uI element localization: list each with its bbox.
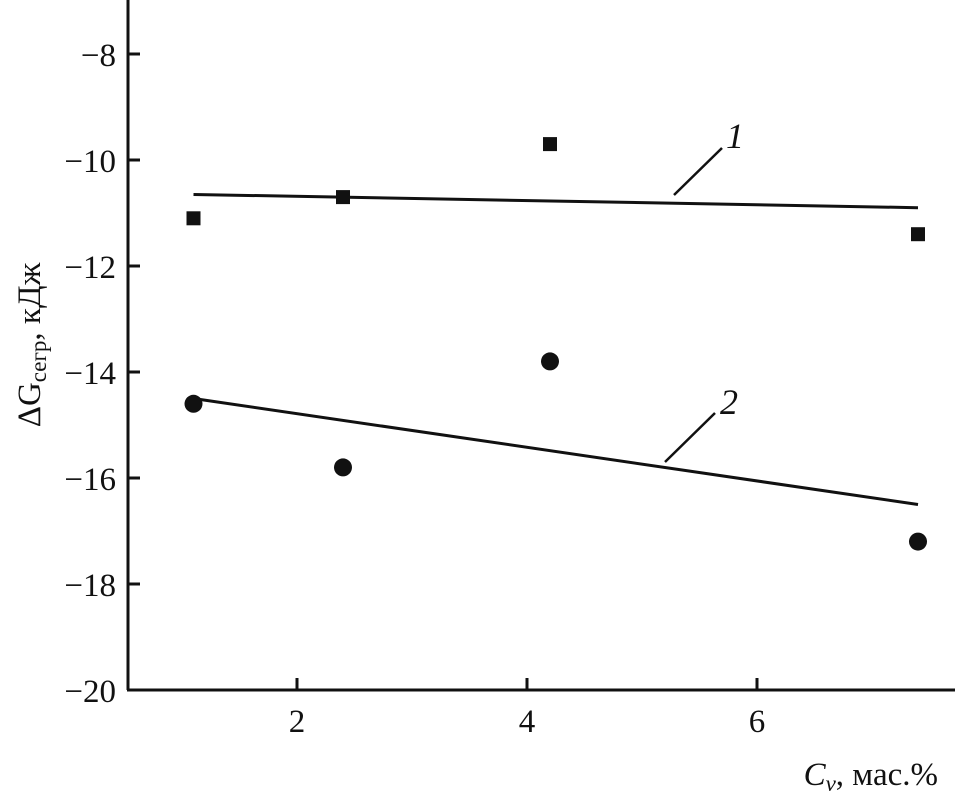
y-axis-label-sub: сегр [26, 341, 51, 383]
data-points [184, 137, 927, 551]
x-axis-label-sub: v [826, 771, 837, 793]
y-tick-label: −10 [64, 144, 116, 180]
series-1-point [336, 190, 350, 205]
x-axis-label-main: C [804, 757, 827, 793]
series-2-leader-line [664, 412, 716, 463]
fit-lines [193, 192, 919, 506]
x-tick-label: 2 [289, 704, 306, 740]
series-2-fit-line [193, 397, 919, 506]
series-2-point [909, 532, 927, 551]
x-axis-label-rest: , мас.% [836, 757, 938, 793]
series-1-point [186, 211, 201, 226]
x-tick-label: 4 [519, 704, 536, 740]
y-axis-label-rest: , кДж [12, 263, 48, 341]
y-tick-label: −18 [64, 568, 116, 604]
y-tick-label: −20 [64, 674, 116, 710]
y-axis-label-main: ΔG [12, 382, 48, 427]
x-axis-label: Cv, мас.% [804, 757, 938, 793]
y-axis-label: ΔGсегр, кДж [12, 263, 51, 428]
series-1-point [911, 227, 925, 242]
y-tick-label: −12 [64, 250, 116, 286]
y-tick-label: −16 [64, 462, 116, 498]
y-ticks: −20 −18 −16 −14 −12 −10 −8 [64, 38, 140, 710]
series-1-leader-line [673, 147, 723, 196]
series-1-point [543, 137, 557, 152]
series-1-label: 1 [726, 116, 744, 156]
y-tick-label: −14 [64, 356, 116, 392]
series-1-fit-line [193, 192, 919, 210]
series-2-point [184, 394, 203, 413]
y-tick-label: −8 [81, 38, 116, 74]
series-2-label: 2 [720, 382, 738, 422]
series-2-point [541, 352, 559, 371]
x-ticks: 2 4 6 [289, 678, 766, 740]
x-tick-label: 6 [749, 704, 766, 740]
series-2-point [334, 458, 352, 477]
